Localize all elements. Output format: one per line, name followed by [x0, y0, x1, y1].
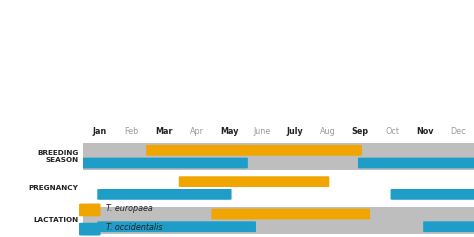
- Text: Mar: Mar: [155, 128, 173, 137]
- FancyBboxPatch shape: [81, 158, 248, 169]
- Text: Apr: Apr: [190, 128, 204, 137]
- Text: Nov: Nov: [416, 128, 434, 137]
- FancyBboxPatch shape: [97, 221, 256, 232]
- FancyBboxPatch shape: [423, 221, 474, 232]
- Text: May: May: [220, 128, 239, 137]
- FancyBboxPatch shape: [146, 145, 362, 156]
- Text: June: June: [254, 128, 271, 137]
- Text: Aug: Aug: [319, 128, 335, 137]
- Text: Oct: Oct: [385, 128, 400, 137]
- FancyBboxPatch shape: [79, 204, 100, 216]
- Text: LACTATION: LACTATION: [33, 217, 78, 223]
- Text: BREEDING
SEASON: BREEDING SEASON: [37, 150, 78, 163]
- Bar: [83, 207, 474, 234]
- Bar: [83, 143, 474, 170]
- Text: Sep: Sep: [351, 128, 368, 137]
- Text: T. occidentalis: T. occidentalis: [106, 223, 163, 232]
- Text: PREGNANCY: PREGNANCY: [28, 185, 78, 191]
- FancyBboxPatch shape: [358, 158, 474, 169]
- FancyBboxPatch shape: [391, 189, 474, 200]
- FancyBboxPatch shape: [79, 223, 100, 236]
- Text: T. europaea: T. europaea: [106, 204, 153, 213]
- FancyBboxPatch shape: [179, 176, 329, 187]
- FancyBboxPatch shape: [211, 209, 370, 219]
- Text: Jan: Jan: [92, 128, 106, 137]
- Text: July: July: [286, 128, 303, 137]
- Text: Dec: Dec: [450, 128, 465, 137]
- Text: Feb: Feb: [125, 128, 139, 137]
- FancyBboxPatch shape: [97, 189, 231, 200]
